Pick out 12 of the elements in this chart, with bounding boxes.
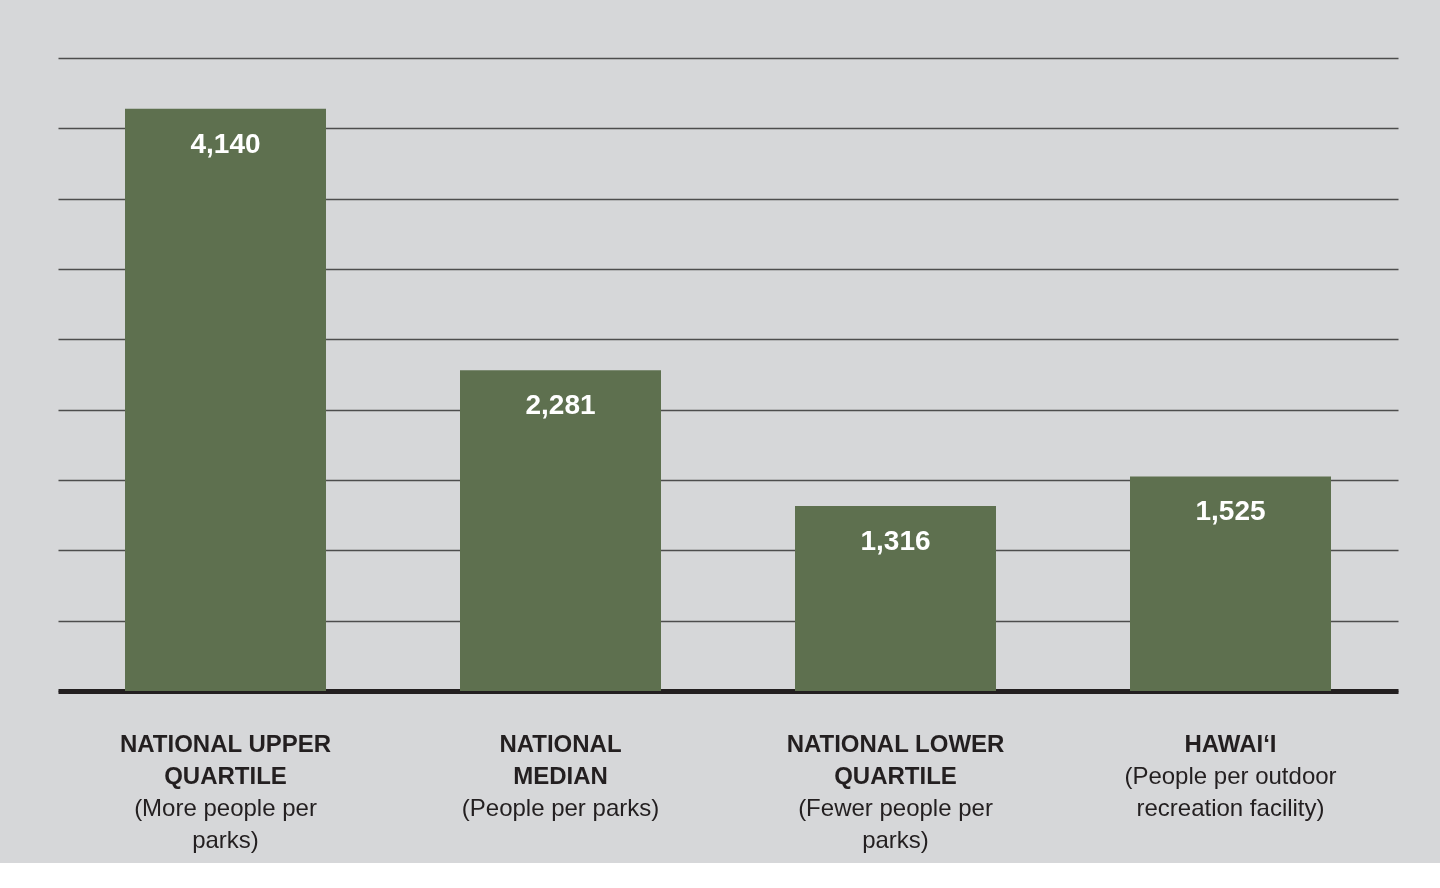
bar bbox=[795, 505, 996, 691]
data-label: 2,281 bbox=[525, 389, 596, 421]
bar bbox=[460, 370, 661, 691]
data-label: 4,140 bbox=[190, 127, 261, 159]
bar bbox=[125, 108, 326, 691]
data-label: 1,316 bbox=[860, 524, 931, 556]
category-label: NATIONAL UPPER QUARTILE (More people per parks) bbox=[119, 730, 332, 853]
category-label: NATIONAL MEDIAN (People per parks) bbox=[461, 730, 660, 821]
bar bbox=[1130, 476, 1331, 691]
category-label: NATIONAL LOWER QUARTILE (Fewer people per parks) bbox=[786, 730, 1005, 853]
category-label: HAWAI‘I (People per outdoor recreation facility) bbox=[1124, 730, 1337, 821]
data-label: 1,525 bbox=[1195, 495, 1266, 527]
